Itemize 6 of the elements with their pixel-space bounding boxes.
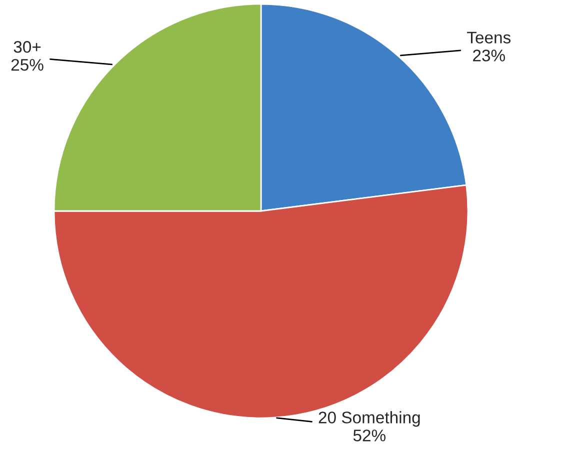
slice-label: 30+ (14, 41, 41, 53)
data-label: 25% (11, 58, 44, 71)
data-label: 23% (473, 50, 505, 62)
slice-label: 20 Something (318, 411, 420, 427)
slice-label: Teens (467, 32, 511, 44)
data-label: 52% (353, 430, 386, 442)
